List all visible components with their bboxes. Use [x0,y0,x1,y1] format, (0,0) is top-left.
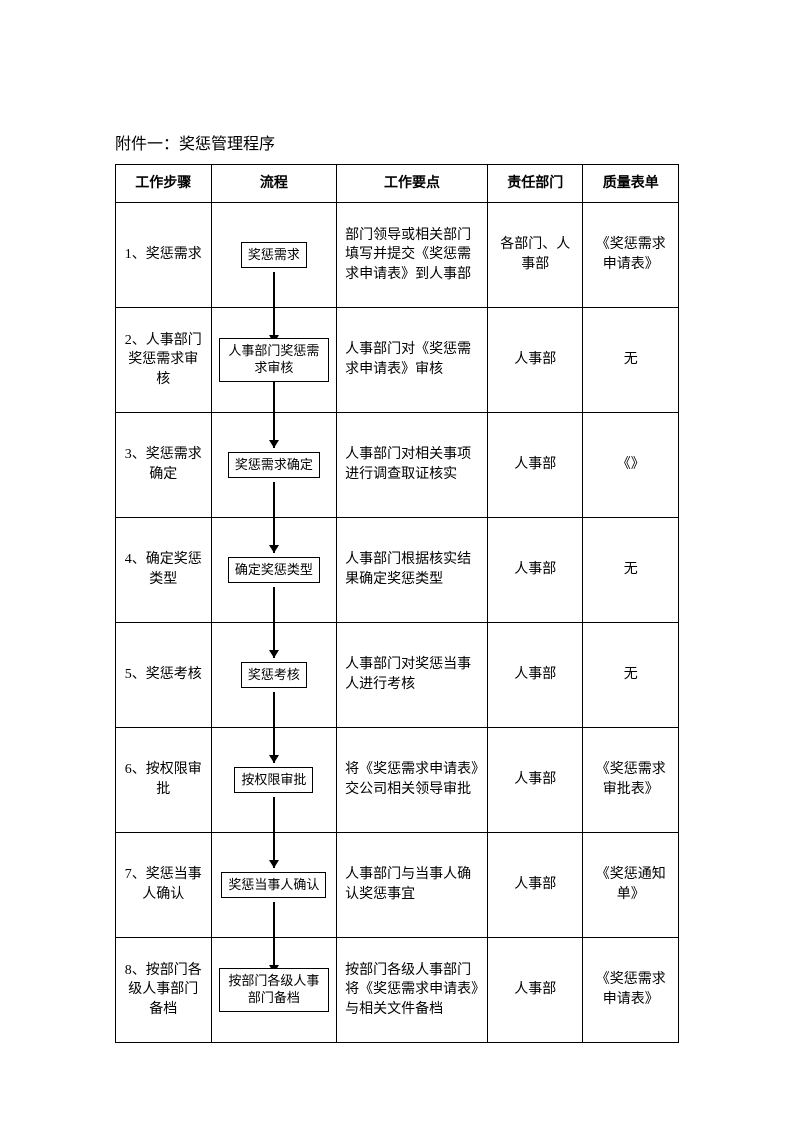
doc-cell: 《奖惩需求申请表》 [583,203,679,308]
doc-cell: 《奖惩通知单》 [583,833,679,938]
flow-cell: 确定奖惩类型 [211,518,337,623]
flow-arrowhead-icon [269,650,279,658]
table-row: 5、奖惩考核 奖惩考核 人事部门对奖惩当事人进行考核 人事部 无 [116,623,679,728]
flow-cell: 奖惩需求 [211,203,337,308]
keypoint-cell: 人事部门对相关事项进行调查取证核实 [337,413,488,518]
flow-box: 按部门各级人事部门备档 [219,968,329,1012]
doc-cell: 无 [583,518,679,623]
flow-cell: 按权限审批 [211,728,337,833]
header-dept: 责任部门 [487,165,583,203]
step-cell: 5、奖惩考核 [116,623,212,728]
flow-arrowhead-icon [269,860,279,868]
keypoint-cell: 人事部门对奖惩当事人进行考核 [337,623,488,728]
flow-arrowhead-icon [269,755,279,763]
flow-cell: 奖惩当事人确认 [211,833,337,938]
table-row: 3、奖惩需求确定 奖惩需求确定 人事部门对相关事项进行调查取证核实 人事部 《》 [116,413,679,518]
flow-arrow-line [273,272,275,307]
flow-arrow-line [273,482,275,517]
keypoint-cell: 人事部门对《奖惩需求申请表》审核 [337,308,488,413]
doc-cell: 无 [583,308,679,413]
step-cell: 8、按部门各级人事部门备档 [116,938,212,1043]
header-keypoint: 工作要点 [337,165,488,203]
step-cell: 6、按权限审批 [116,728,212,833]
flow-cell: 按部门各级人事部门备档 [211,938,337,1043]
step-cell: 1、奖惩需求 [116,203,212,308]
step-cell: 7、奖惩当事人确认 [116,833,212,938]
flow-box: 奖惩需求确定 [228,452,320,479]
step-cell: 2、人事部门奖惩需求审核 [116,308,212,413]
flow-cell: 人事部门奖惩需求审核 [211,308,337,413]
step-cell: 4、确定奖惩类型 [116,518,212,623]
dept-cell: 人事部 [487,518,583,623]
table-row: 2、人事部门奖惩需求审核 人事部门奖惩需求审核 人事部门对《奖惩需求申请表》审核… [116,308,679,413]
keypoint-cell: 按部门各级人事部门将《奖惩需求申请表》与相关文件备档 [337,938,488,1043]
flow-box: 人事部门奖惩需求审核 [219,338,329,382]
header-flow: 流程 [211,165,337,203]
keypoint-cell: 人事部门根据核实结果确定奖惩类型 [337,518,488,623]
doc-cell: 《奖惩需求审批表》 [583,728,679,833]
document-title: 附件一：奖惩管理程序 [115,130,679,154]
dept-cell: 人事部 [487,623,583,728]
table-row: 8、按部门各级人事部门备档 按部门各级人事部门备档 按部门各级人事部门将《奖惩需… [116,938,679,1043]
dept-cell: 人事部 [487,833,583,938]
table-row: 1、奖惩需求 奖惩需求 部门领导或相关部门填写并提交《奖惩需求申请表》到人事部 … [116,203,679,308]
flow-cell: 奖惩需求确定 [211,413,337,518]
keypoint-cell: 人事部门与当事人确认奖惩事宜 [337,833,488,938]
flow-box: 奖惩当事人确认 [221,872,326,899]
flow-arrowhead-icon [269,545,279,553]
keypoint-cell: 部门领导或相关部门填写并提交《奖惩需求申请表》到人事部 [337,203,488,308]
flow-box: 确定奖惩类型 [228,557,320,584]
process-table: 工作步骤 流程 工作要点 责任部门 质量表单 1、奖惩需求 奖惩需求 部门领导或… [115,164,679,1043]
table-row: 4、确定奖惩类型 确定奖惩类型 人事部门根据核实结果确定奖惩类型 人事部 无 [116,518,679,623]
step-cell: 3、奖惩需求确定 [116,413,212,518]
flow-arrow-line [273,797,275,832]
dept-cell: 人事部 [487,728,583,833]
flow-cell: 奖惩考核 [211,623,337,728]
table-row: 7、奖惩当事人确认 奖惩当事人确认 人事部门与当事人确认奖惩事宜 人事部 《奖惩… [116,833,679,938]
flow-box: 奖惩需求 [241,242,307,269]
doc-cell: 《》 [583,413,679,518]
flow-box: 按权限审批 [234,767,313,794]
flow-arrow-line [273,692,275,727]
flow-box: 奖惩考核 [241,662,307,689]
dept-cell: 人事部 [487,413,583,518]
keypoint-cell: 将《奖惩需求申请表》交公司相关领导审批 [337,728,488,833]
header-doc: 质量表单 [583,165,679,203]
doc-cell: 《奖惩需求申请表》 [583,938,679,1043]
dept-cell: 人事部 [487,308,583,413]
doc-cell: 无 [583,623,679,728]
table-row: 6、按权限审批 按权限审批 将《奖惩需求申请表》交公司相关领导审批 人事部 《奖… [116,728,679,833]
dept-cell: 各部门、人事部 [487,203,583,308]
flow-arrowhead-icon [269,440,279,448]
flow-arrow-line [273,587,275,622]
header-row: 工作步骤 流程 工作要点 责任部门 质量表单 [116,165,679,203]
dept-cell: 人事部 [487,938,583,1043]
header-step: 工作步骤 [116,165,212,203]
flow-arrow-line [273,377,275,412]
flow-arrow-line [273,902,275,937]
